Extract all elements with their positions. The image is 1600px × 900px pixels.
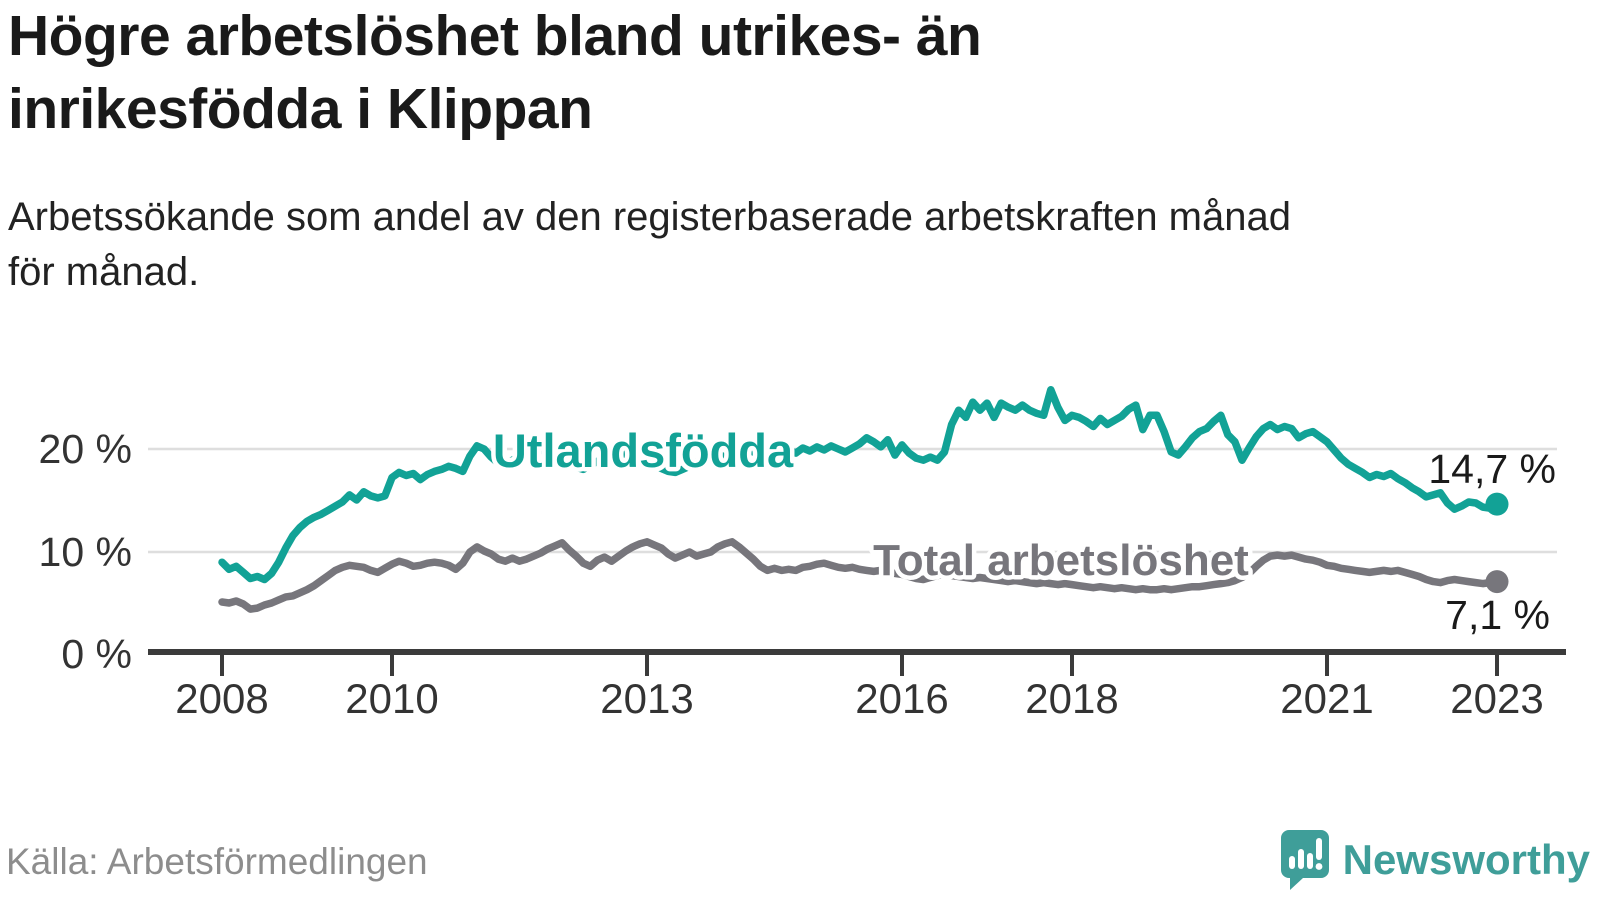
series-line-utlandsf-dda xyxy=(218,386,1501,584)
series-label-total: Total arbetslöshet xyxy=(873,536,1249,585)
x-tick-label-2008: 2008 xyxy=(175,675,268,722)
title-line-2: inrikesfödda i Klippan xyxy=(8,77,593,141)
series-end-dot-total-arbetsl-shet xyxy=(1485,570,1509,594)
y-tick-label-0: 0 % xyxy=(61,631,132,677)
subtitle-line-1: Arbetssökande som andel av den registerb… xyxy=(8,195,1291,239)
series-line-total-arbetsl-shet xyxy=(218,538,1501,613)
x-tick-label-2021: 2021 xyxy=(1280,675,1373,722)
brand-logo: Newsworthy xyxy=(1279,820,1590,900)
page-title: Högre arbetslöshet bland utrikes- än inr… xyxy=(8,0,1568,146)
title-line-1: Högre arbetslöshet bland utrikes- än xyxy=(8,4,982,68)
x-tick-label-2013: 2013 xyxy=(600,675,693,722)
newsworthy-icon xyxy=(1280,830,1329,890)
y-tick-label-20: 20 % xyxy=(39,426,132,472)
chart-subtitle: Arbetssökande som andel av den registerb… xyxy=(8,190,1568,300)
x-tick-label-2010: 2010 xyxy=(345,675,438,722)
series-label-utlandsfodda: Utlandsfödda xyxy=(493,424,794,477)
x-tick-label-2018: 2018 xyxy=(1025,675,1118,722)
source-note: Källa: Arbetsförmedlingen xyxy=(6,841,428,882)
subtitle-line-2: för månad. xyxy=(8,250,200,294)
x-tick-label-2016: 2016 xyxy=(855,675,948,722)
end-value-utlandsfodda: 14,7 % xyxy=(1428,446,1556,492)
x-tick-label-2023: 2023 xyxy=(1450,675,1543,722)
end-value-total: 7,1 % xyxy=(1445,592,1550,638)
series-end-dot-utlandsf-dda xyxy=(1485,492,1509,516)
brand-name: Newsworthy xyxy=(1342,836,1590,883)
y-tick-label-10: 10 % xyxy=(39,529,132,575)
